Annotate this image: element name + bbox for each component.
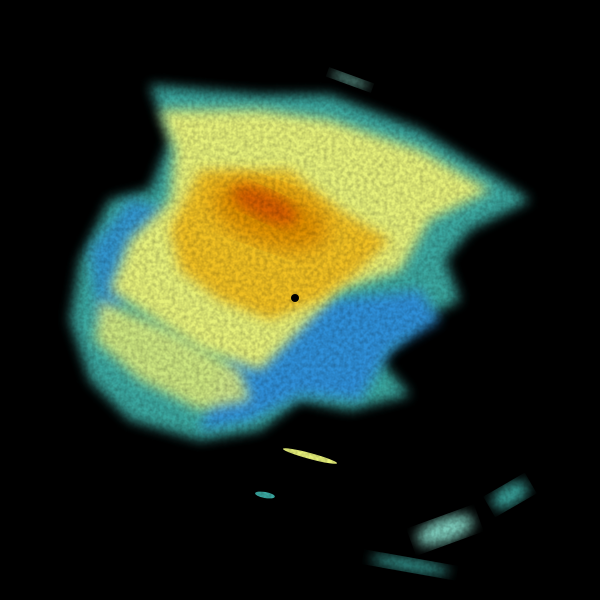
- radar-speckle-texture: [60, 70, 540, 590]
- radar-site-center: [291, 294, 299, 302]
